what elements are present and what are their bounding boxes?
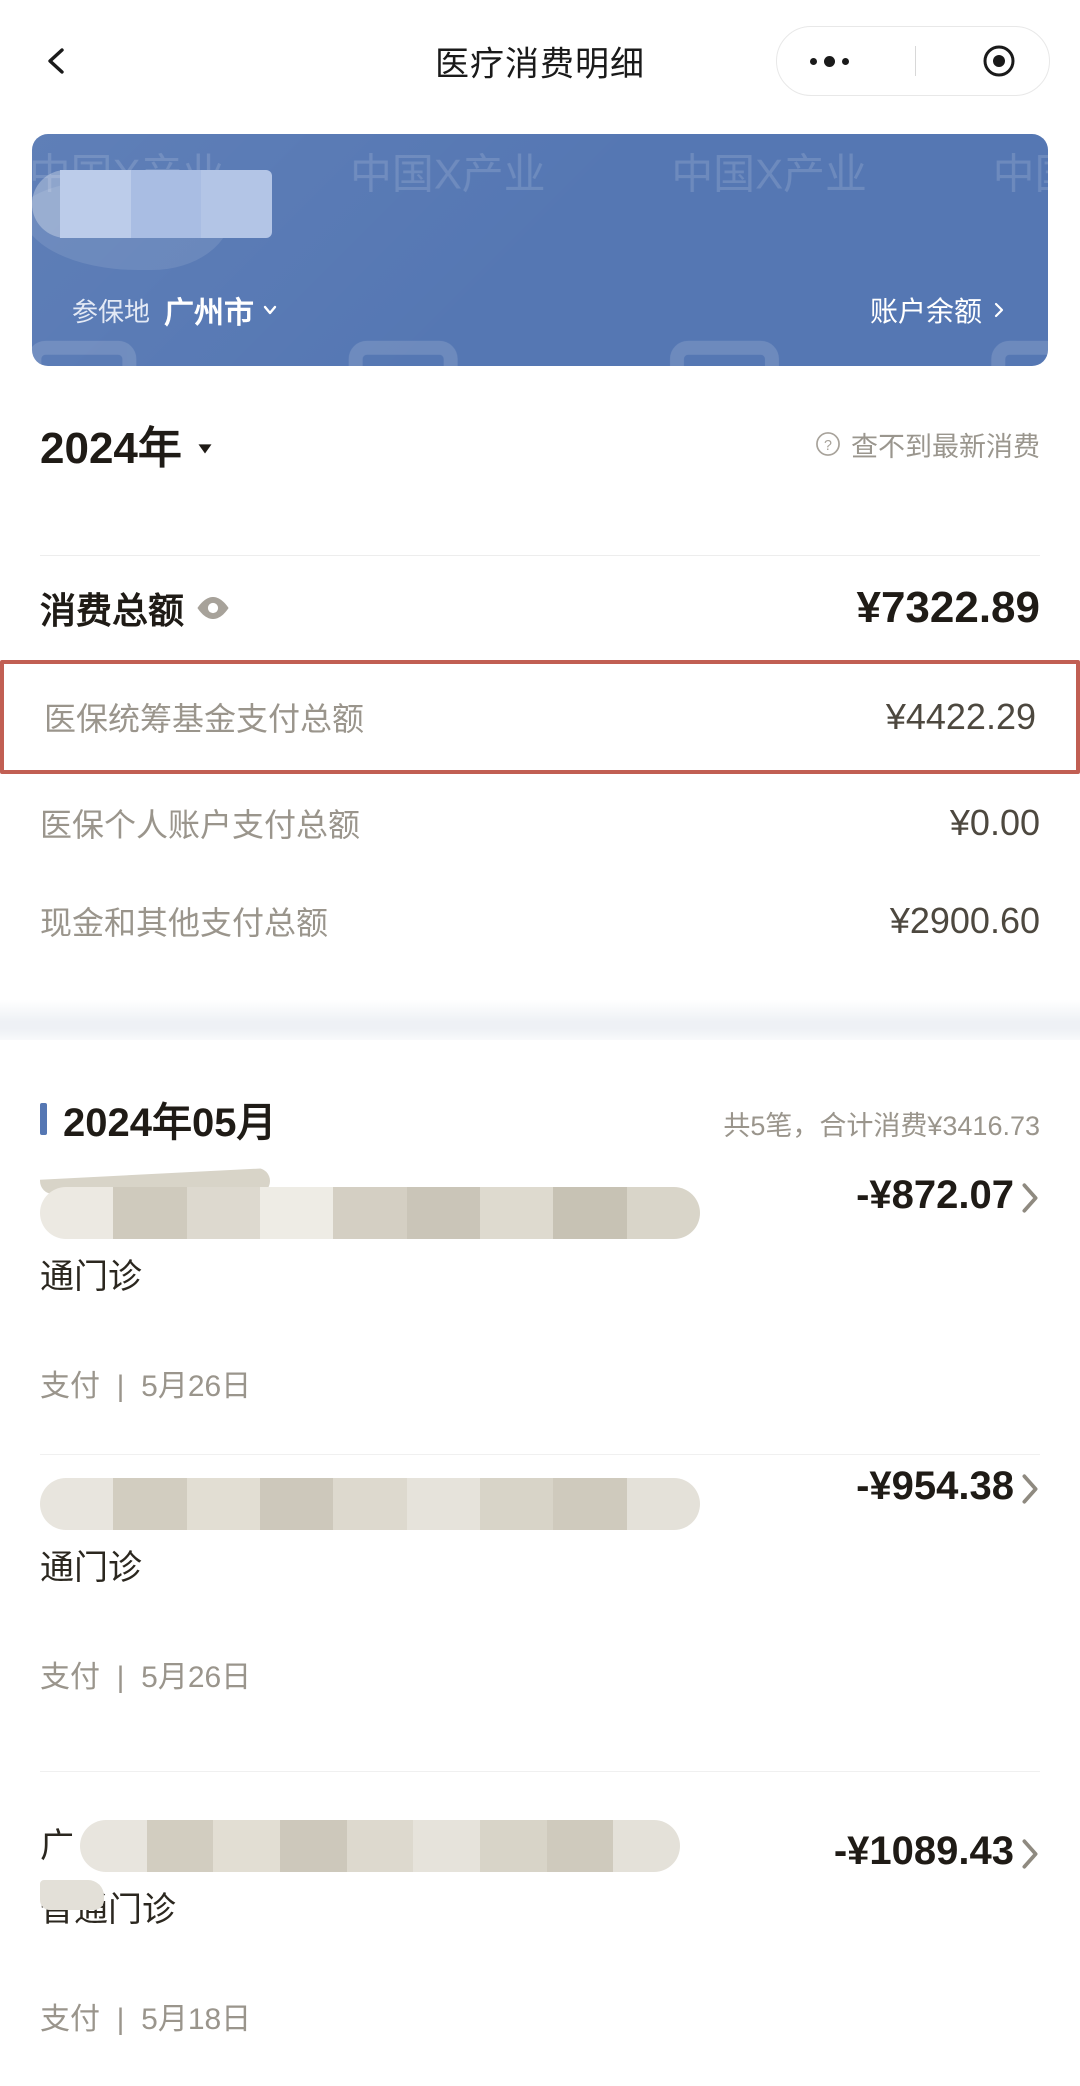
svg-text:?: ? (824, 438, 832, 454)
